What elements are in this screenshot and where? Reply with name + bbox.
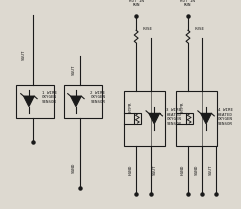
Text: HGND: HGND bbox=[181, 164, 185, 175]
Text: SGND: SGND bbox=[72, 163, 75, 173]
Text: 4 WIRE
HEATED
OXYGEN
SENSOR: 4 WIRE HEATED OXYGEN SENSOR bbox=[218, 108, 233, 126]
Bar bbox=[134, 113, 141, 124]
Text: SGND: SGND bbox=[195, 164, 199, 175]
Text: 3 WIRE
HEATED
OXYGEN
SENSOR: 3 WIRE HEATED OXYGEN SENSOR bbox=[166, 108, 181, 126]
Polygon shape bbox=[24, 96, 34, 107]
Polygon shape bbox=[71, 96, 81, 107]
Text: FUSE: FUSE bbox=[194, 27, 204, 31]
Text: HOT IN
RUN: HOT IN RUN bbox=[129, 0, 144, 7]
Bar bbox=[64, 85, 102, 118]
Text: HGND: HGND bbox=[129, 164, 133, 175]
Text: SGUT: SGUT bbox=[153, 164, 157, 175]
Polygon shape bbox=[201, 113, 211, 124]
Text: SGUT: SGUT bbox=[72, 65, 75, 75]
Text: HTPR: HTPR bbox=[129, 101, 133, 112]
Text: HOT IN
RUN: HOT IN RUN bbox=[181, 0, 195, 7]
Bar bbox=[186, 113, 193, 124]
Text: FUSE: FUSE bbox=[142, 27, 152, 31]
Text: SGUT: SGUT bbox=[22, 49, 26, 60]
Bar bbox=[176, 91, 217, 146]
Text: SGUT: SGUT bbox=[208, 164, 212, 175]
Text: 2 WIRE
OXYGEN
SENSOR: 2 WIRE OXYGEN SENSOR bbox=[90, 90, 105, 104]
Text: HTPR: HTPR bbox=[181, 101, 185, 112]
Polygon shape bbox=[149, 113, 160, 124]
Bar bbox=[16, 85, 54, 118]
Text: 1 WIRE
OXYGEN
SENSOR: 1 WIRE OXYGEN SENSOR bbox=[42, 90, 57, 104]
Bar bbox=[124, 91, 165, 146]
